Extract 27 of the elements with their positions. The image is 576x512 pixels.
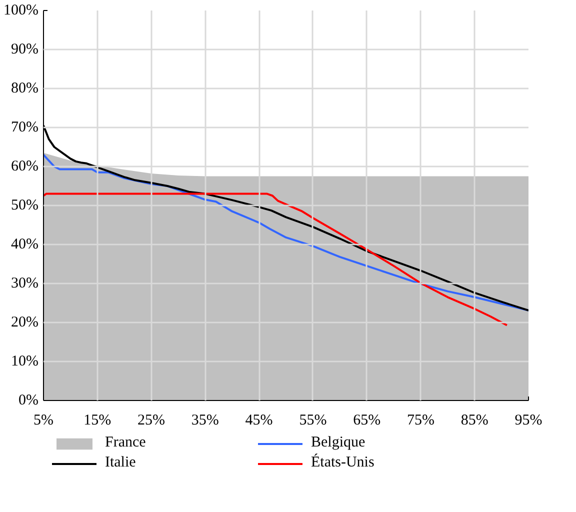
y-tick-label: 70% bbox=[11, 120, 39, 136]
y-tick-label: 80% bbox=[11, 80, 39, 96]
y-tick-label: 50% bbox=[11, 198, 39, 214]
line-series bbox=[44, 192, 508, 326]
y-tick-label: 0% bbox=[18, 392, 39, 408]
x-tick-label: 55% bbox=[299, 412, 327, 428]
x-tick-label: 15% bbox=[84, 412, 112, 428]
y-tick-label: 40% bbox=[11, 236, 39, 252]
x-tick-label: 85% bbox=[460, 412, 488, 428]
legend-label: France bbox=[104, 434, 147, 452]
y-tick-label: 100% bbox=[4, 2, 39, 18]
line-series bbox=[44, 154, 528, 312]
x-tick-label: 45% bbox=[245, 412, 273, 428]
y-tick-label: 10% bbox=[11, 354, 39, 370]
x-tick-label: 5% bbox=[34, 412, 54, 428]
x-tick-label: 95% bbox=[514, 412, 542, 428]
x-tick-label: 75% bbox=[406, 412, 434, 428]
x-tick-label: 35% bbox=[191, 412, 219, 428]
y-tick-label: 60% bbox=[11, 158, 39, 174]
x-tick-label: 65% bbox=[353, 412, 381, 428]
x-tick-label: 25% bbox=[138, 412, 166, 428]
y-tick-label: 90% bbox=[11, 42, 39, 58]
legend-label: Belgique bbox=[310, 434, 366, 452]
legend-label: Italie bbox=[104, 454, 137, 472]
legend-label: États-Unis bbox=[310, 454, 376, 472]
y-tick-label: 30% bbox=[11, 276, 39, 292]
y-tick-label: 20% bbox=[11, 314, 39, 330]
